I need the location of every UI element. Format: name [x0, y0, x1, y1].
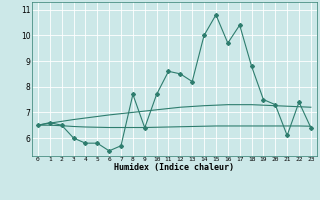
X-axis label: Humidex (Indice chaleur): Humidex (Indice chaleur) — [115, 163, 234, 172]
